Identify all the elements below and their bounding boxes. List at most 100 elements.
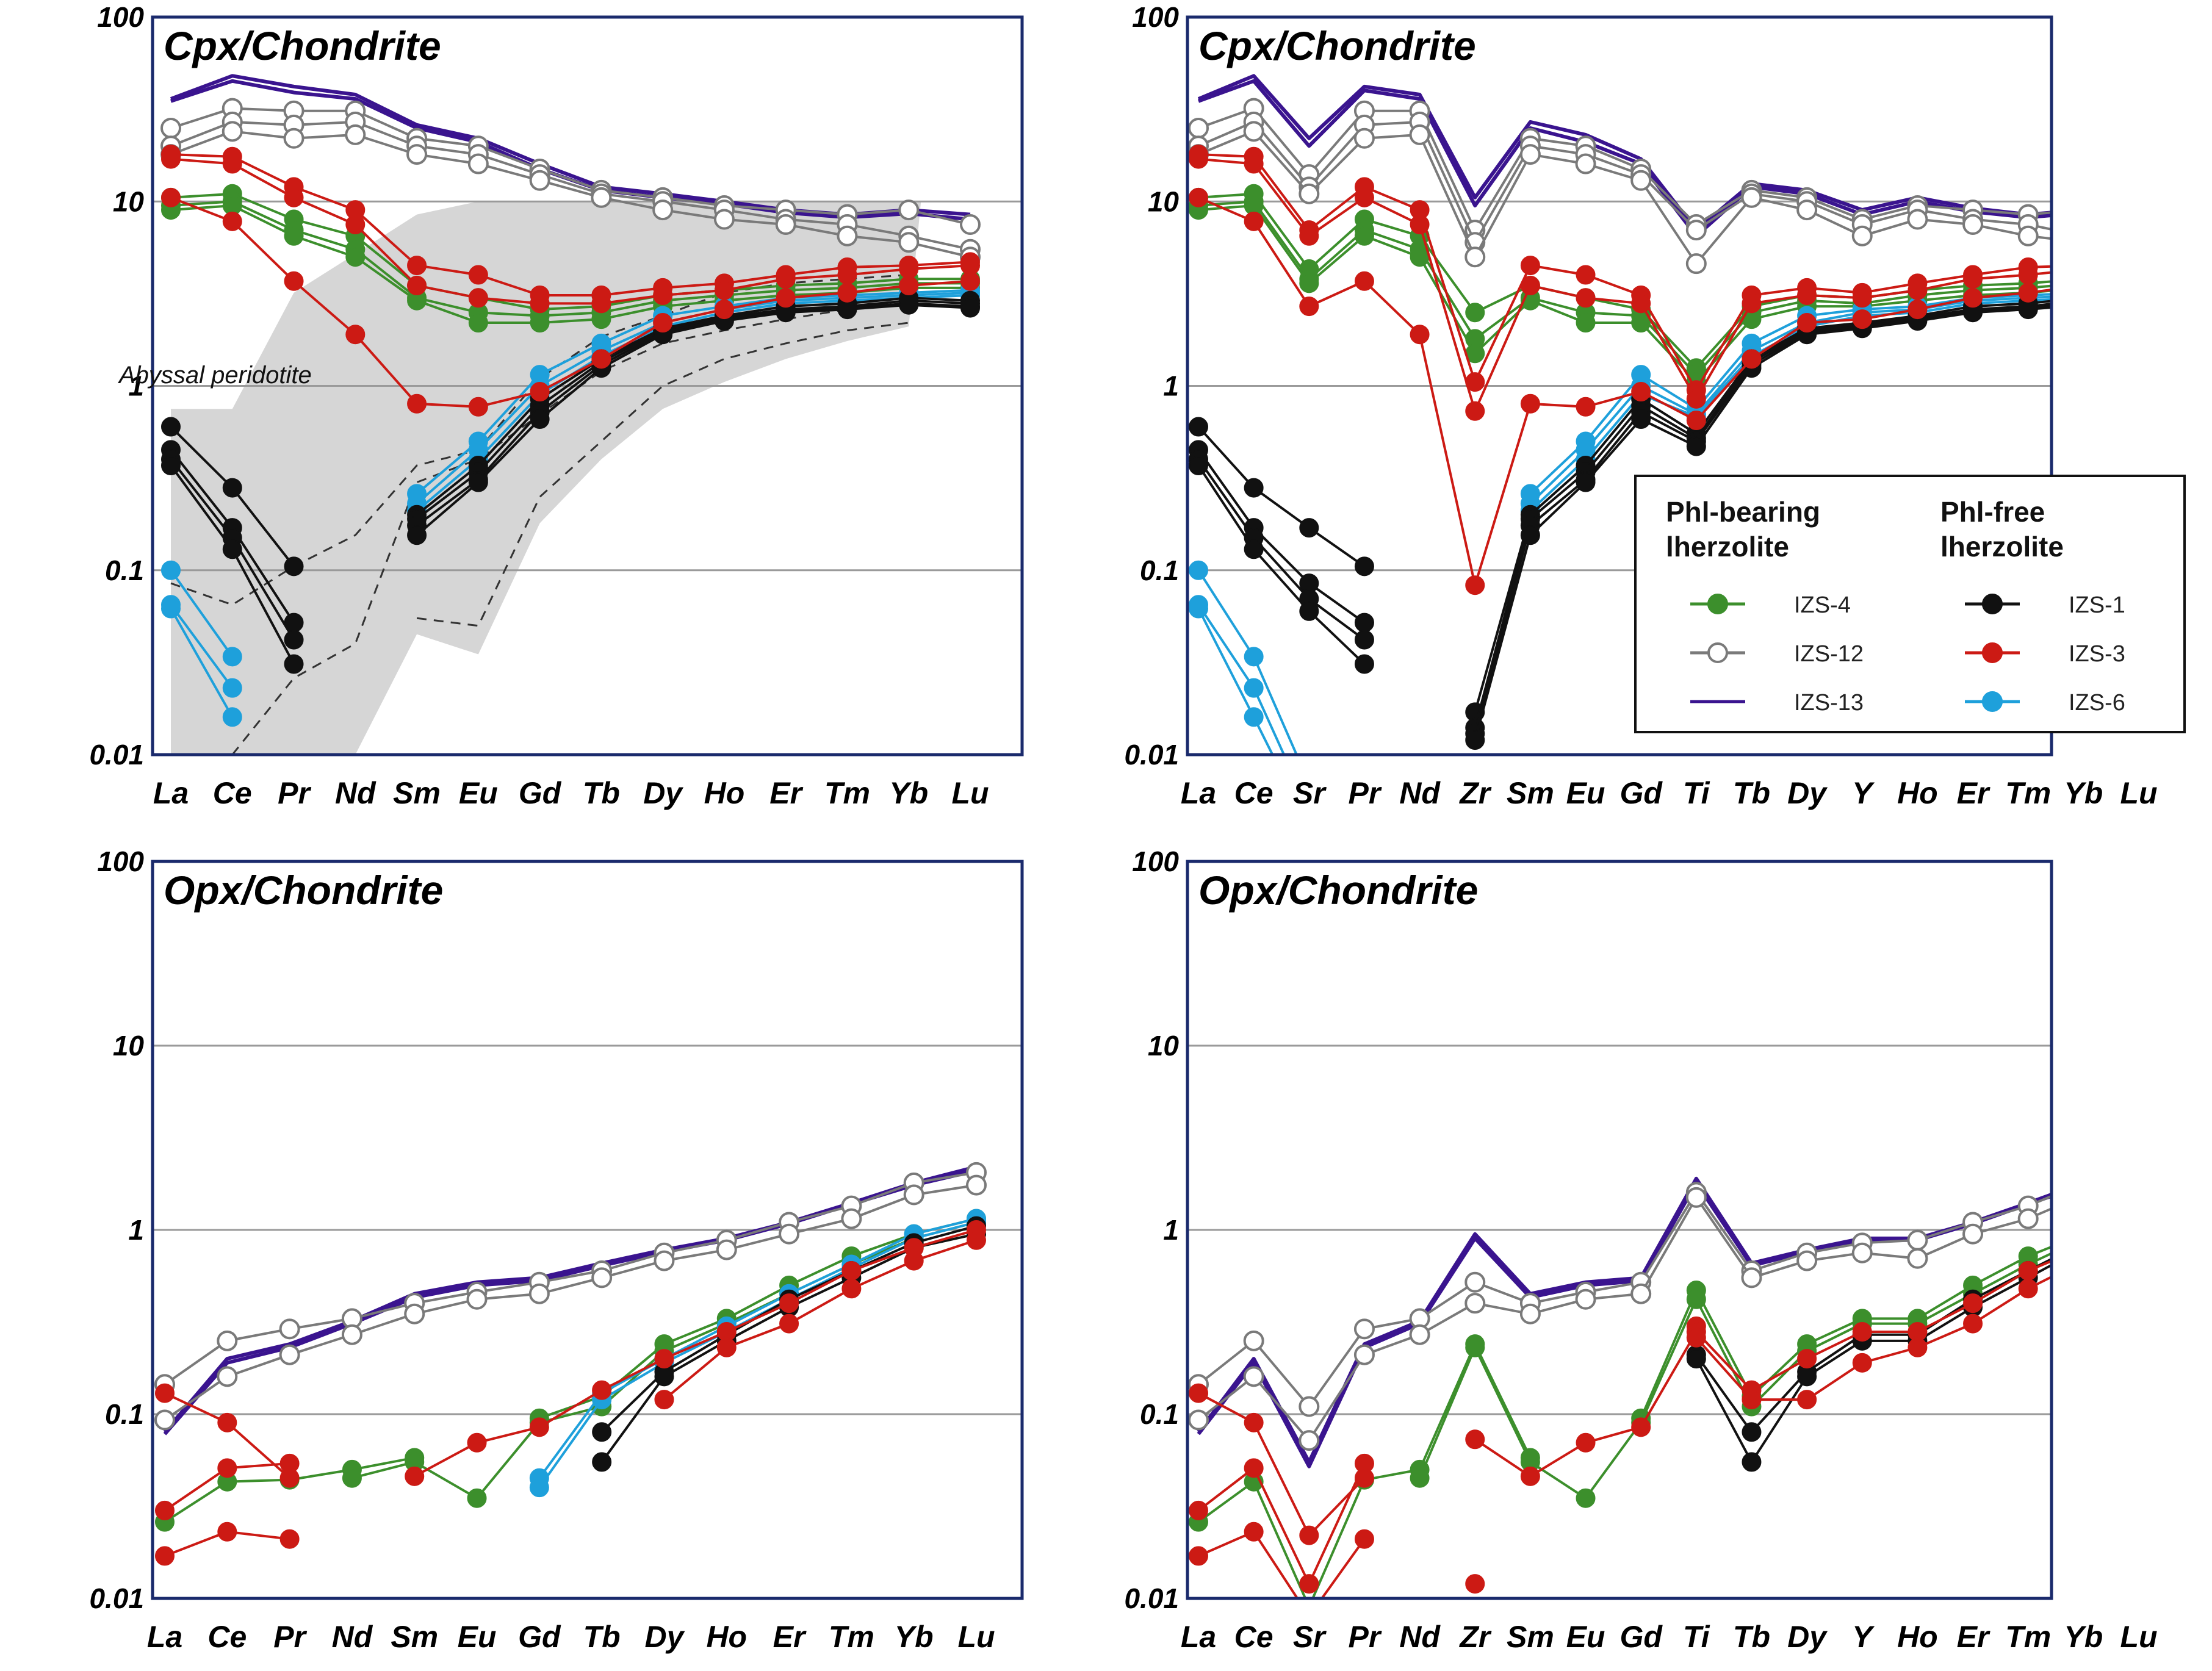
- data-point: [530, 293, 550, 314]
- legend-marker: [1707, 594, 1728, 614]
- x-tick-label: Lu: [2120, 776, 2157, 810]
- data-point: [654, 1390, 674, 1410]
- data-point: [222, 211, 242, 231]
- data-point: [404, 1303, 425, 1324]
- x-tick-label: Er: [1957, 1620, 1990, 1654]
- data-point: [284, 654, 304, 674]
- data-point: [345, 124, 366, 145]
- data-point: [1576, 265, 1596, 285]
- data-point: [899, 295, 919, 315]
- data-point: [1353, 128, 1375, 149]
- data-point: [1963, 1293, 1983, 1313]
- plot-frame: [1186, 860, 2053, 1600]
- data-point: [1188, 1409, 1209, 1431]
- data-point: [837, 265, 857, 285]
- series-izs-12: [154, 1174, 987, 1431]
- series-izs-4: [155, 1209, 986, 1532]
- series-izs-12: [1188, 121, 2148, 275]
- data-point: [2017, 225, 2039, 246]
- plot-area: [1187, 1044, 2148, 1598]
- data-point: [2074, 1234, 2092, 1252]
- data-point: [1465, 401, 1485, 421]
- data-point: [1797, 1349, 1817, 1369]
- series-line: [1198, 107, 2052, 232]
- data-point: [591, 1267, 613, 1288]
- data-point: [2130, 299, 2148, 317]
- data-point: [841, 1279, 862, 1299]
- data-point: [2130, 248, 2148, 266]
- data-point: [1797, 1367, 1817, 1387]
- data-point: [1520, 1466, 1540, 1486]
- data-point: [592, 1452, 612, 1472]
- data-point: [1519, 144, 1541, 165]
- legend-label: IZS-6: [2069, 690, 2125, 716]
- data-point: [1686, 1328, 1706, 1348]
- data-point: [407, 393, 427, 414]
- y-tick-label: 0.01: [89, 1583, 144, 1614]
- data-point: [1852, 1353, 1872, 1373]
- data-point: [1686, 1349, 1706, 1369]
- series-izs-13: [1197, 1176, 2052, 1464]
- x-tick-label: Zr: [1458, 1620, 1492, 1654]
- data-point: [1520, 276, 1540, 296]
- data-point: [837, 225, 858, 246]
- series-line: [538, 1221, 977, 1489]
- data-point: [652, 199, 674, 221]
- series-line: [170, 200, 970, 317]
- data-point: [1410, 215, 1430, 235]
- data-point: [2130, 272, 2148, 290]
- data-point: [960, 214, 981, 235]
- data-point: [2130, 279, 2148, 297]
- x-tick-label: Tm: [2005, 1620, 2051, 1654]
- data-point: [1410, 1468, 1430, 1488]
- series-line: [1198, 153, 2052, 392]
- data-point: [713, 209, 735, 230]
- data-point: [1243, 1366, 1264, 1387]
- data-point: [1575, 153, 1596, 174]
- data-point: [1852, 309, 1872, 329]
- x-tick-label: Er: [1957, 776, 1990, 810]
- data-point: [2074, 284, 2092, 302]
- x-tick-label: La: [1181, 776, 1216, 810]
- x-tick-label: Pr: [1349, 776, 1382, 810]
- data-point: [1299, 1525, 1319, 1545]
- data-point: [776, 288, 796, 308]
- data-point: [2130, 286, 2148, 304]
- x-tick-label: Nd: [332, 1620, 373, 1654]
- x-tick-label: Ce: [207, 1620, 247, 1654]
- data-point: [1630, 170, 1652, 191]
- data-point: [1354, 187, 1374, 207]
- data-point: [841, 1208, 862, 1229]
- data-point: [284, 226, 304, 246]
- legend-label: IZS-4: [1794, 592, 1851, 618]
- data-point: [529, 1478, 549, 1498]
- x-tick-label: La: [153, 776, 189, 810]
- data-point: [1299, 226, 1319, 246]
- data-point: [2018, 300, 2038, 320]
- x-tick-label: Eu: [1566, 776, 1605, 810]
- data-point: [2130, 1176, 2148, 1195]
- x-tick-label: Tb: [583, 776, 620, 810]
- data-point: [217, 1330, 238, 1351]
- data-point: [1742, 349, 1762, 369]
- legend-heading: lherzolite: [1940, 531, 2064, 562]
- series-izs-1: [592, 1224, 986, 1472]
- data-point: [155, 1383, 175, 1403]
- data-point: [1520, 393, 1540, 414]
- legend: Phl-bearinglherzoliteIZS-4IZS-12IZS-13Ph…: [1634, 475, 2186, 733]
- data-point: [528, 1283, 550, 1304]
- series-line: [170, 157, 971, 305]
- data-point: [284, 271, 304, 291]
- legend-label: IZS-1: [2069, 592, 2125, 618]
- plot-frame: [151, 15, 1024, 756]
- data-point: [222, 539, 242, 559]
- series-izs-3: [1189, 1275, 2052, 1598]
- data-point: [2130, 270, 2148, 288]
- data-point: [1742, 1452, 1762, 1472]
- data-point: [591, 349, 611, 369]
- data-point: [2130, 284, 2148, 302]
- series-izs-3: [1189, 145, 2052, 400]
- data-point: [222, 678, 242, 698]
- data-point: [1189, 417, 1208, 437]
- x-tick-label: Pr: [1349, 1620, 1382, 1654]
